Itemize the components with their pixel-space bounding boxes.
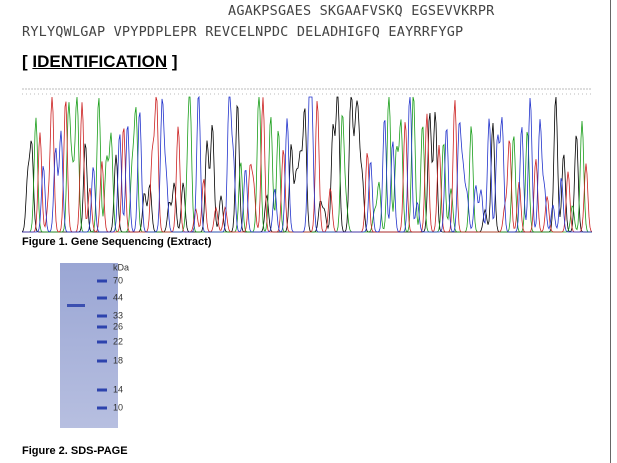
sequence-line: RYLYQWLGAP VPYPDPLEPR REVCELNPDC DELADHI…: [22, 24, 464, 40]
marker-band: [97, 359, 107, 363]
page-edge: [610, 0, 611, 463]
marker-label: 26: [113, 321, 123, 331]
chromatogram: [22, 88, 592, 233]
bracket: [: [22, 52, 28, 71]
marker-label: 10: [113, 402, 123, 412]
marker-band: [97, 325, 107, 329]
gel: [60, 263, 118, 428]
bracket: ]: [171, 52, 178, 71]
marker-label: 44: [113, 292, 123, 302]
sequence-line: AGAKPSGAES SKGAAFVSKQ EGSEVVKRPR: [228, 3, 495, 19]
marker-label: 14: [113, 384, 123, 394]
marker-label: 22: [113, 336, 123, 346]
marker-label: 18: [113, 355, 123, 365]
trace: [22, 95, 592, 233]
heading-word: IDENTIFICATION: [32, 52, 168, 71]
section-heading: [ IDENTIFICATION ]: [22, 52, 178, 72]
unit-label: kDa: [113, 262, 129, 272]
marker-band: [97, 340, 107, 344]
marker-band: [97, 406, 107, 410]
figure-caption: Figure 1. Gene Sequencing (Extract): [22, 236, 212, 248]
marker-band: [97, 279, 107, 283]
marker-label: 70: [113, 275, 123, 285]
marker-band: [97, 314, 107, 318]
figure-caption: Figure 2. SDS-PAGE: [22, 445, 128, 457]
trace: [22, 96, 592, 233]
marker-band: [97, 296, 107, 300]
marker-band: [97, 388, 107, 392]
marker-label: 33: [113, 310, 123, 320]
sample-band: [67, 304, 85, 307]
trace: [22, 96, 592, 233]
